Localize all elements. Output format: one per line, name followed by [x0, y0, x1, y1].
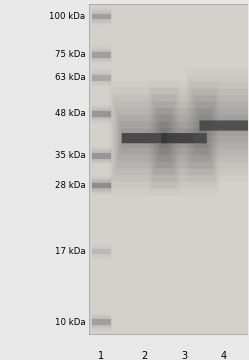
Text: 10 kDa: 10 kDa — [55, 318, 86, 327]
FancyBboxPatch shape — [114, 102, 175, 175]
FancyBboxPatch shape — [92, 107, 111, 121]
Text: 17 kDa: 17 kDa — [55, 247, 86, 256]
FancyBboxPatch shape — [92, 75, 111, 81]
FancyBboxPatch shape — [195, 102, 249, 149]
FancyBboxPatch shape — [92, 46, 111, 64]
FancyBboxPatch shape — [92, 249, 111, 255]
FancyBboxPatch shape — [199, 116, 249, 135]
FancyBboxPatch shape — [92, 178, 111, 193]
FancyBboxPatch shape — [92, 319, 111, 325]
FancyBboxPatch shape — [92, 109, 111, 119]
FancyBboxPatch shape — [92, 147, 111, 165]
FancyBboxPatch shape — [92, 246, 111, 258]
FancyBboxPatch shape — [113, 95, 176, 182]
FancyBboxPatch shape — [152, 95, 216, 182]
FancyBboxPatch shape — [92, 247, 111, 256]
FancyBboxPatch shape — [92, 50, 111, 59]
Text: 75 kDa: 75 kDa — [55, 50, 86, 59]
FancyBboxPatch shape — [92, 153, 111, 159]
FancyBboxPatch shape — [92, 108, 111, 120]
FancyBboxPatch shape — [118, 115, 171, 162]
FancyBboxPatch shape — [161, 133, 207, 143]
FancyBboxPatch shape — [161, 128, 207, 148]
Text: 35 kDa: 35 kDa — [55, 151, 86, 160]
FancyBboxPatch shape — [156, 108, 212, 168]
FancyBboxPatch shape — [92, 10, 111, 23]
FancyBboxPatch shape — [92, 47, 111, 62]
Text: 4: 4 — [221, 351, 227, 360]
FancyBboxPatch shape — [92, 244, 111, 259]
FancyBboxPatch shape — [92, 148, 111, 163]
FancyBboxPatch shape — [193, 95, 249, 156]
FancyBboxPatch shape — [92, 73, 111, 83]
FancyBboxPatch shape — [92, 14, 111, 19]
FancyBboxPatch shape — [92, 319, 111, 325]
FancyBboxPatch shape — [159, 122, 209, 155]
Text: 2: 2 — [141, 351, 147, 360]
FancyBboxPatch shape — [92, 177, 111, 194]
FancyBboxPatch shape — [92, 111, 111, 117]
FancyBboxPatch shape — [92, 181, 111, 190]
FancyBboxPatch shape — [92, 182, 111, 189]
FancyBboxPatch shape — [92, 71, 111, 85]
FancyBboxPatch shape — [92, 8, 111, 26]
Text: 3: 3 — [181, 351, 187, 360]
FancyBboxPatch shape — [92, 51, 111, 58]
FancyBboxPatch shape — [92, 315, 111, 329]
FancyBboxPatch shape — [92, 72, 111, 84]
FancyBboxPatch shape — [92, 317, 111, 327]
FancyBboxPatch shape — [92, 316, 111, 328]
FancyBboxPatch shape — [197, 109, 249, 142]
Text: 100 kDa: 100 kDa — [50, 12, 86, 21]
FancyBboxPatch shape — [92, 153, 111, 159]
FancyBboxPatch shape — [92, 313, 111, 331]
FancyBboxPatch shape — [122, 133, 167, 143]
FancyBboxPatch shape — [92, 13, 111, 20]
FancyBboxPatch shape — [92, 248, 111, 255]
FancyBboxPatch shape — [92, 69, 111, 87]
FancyBboxPatch shape — [92, 179, 111, 192]
FancyBboxPatch shape — [116, 108, 173, 168]
FancyBboxPatch shape — [92, 9, 111, 24]
FancyBboxPatch shape — [92, 111, 111, 117]
FancyBboxPatch shape — [92, 183, 111, 188]
FancyBboxPatch shape — [92, 151, 111, 161]
FancyBboxPatch shape — [199, 120, 248, 131]
FancyBboxPatch shape — [89, 4, 248, 334]
FancyBboxPatch shape — [154, 102, 214, 175]
Text: 28 kDa: 28 kDa — [55, 181, 86, 190]
Text: 63 kDa: 63 kDa — [55, 73, 86, 82]
FancyBboxPatch shape — [120, 122, 169, 155]
FancyBboxPatch shape — [92, 150, 111, 162]
Text: 48 kDa: 48 kDa — [55, 109, 86, 118]
FancyBboxPatch shape — [121, 128, 167, 148]
FancyBboxPatch shape — [92, 105, 111, 123]
FancyBboxPatch shape — [92, 75, 111, 81]
FancyBboxPatch shape — [157, 115, 211, 162]
Text: 1: 1 — [98, 351, 105, 360]
FancyBboxPatch shape — [191, 89, 249, 162]
FancyBboxPatch shape — [92, 49, 111, 61]
FancyBboxPatch shape — [92, 12, 111, 21]
FancyBboxPatch shape — [92, 52, 111, 58]
